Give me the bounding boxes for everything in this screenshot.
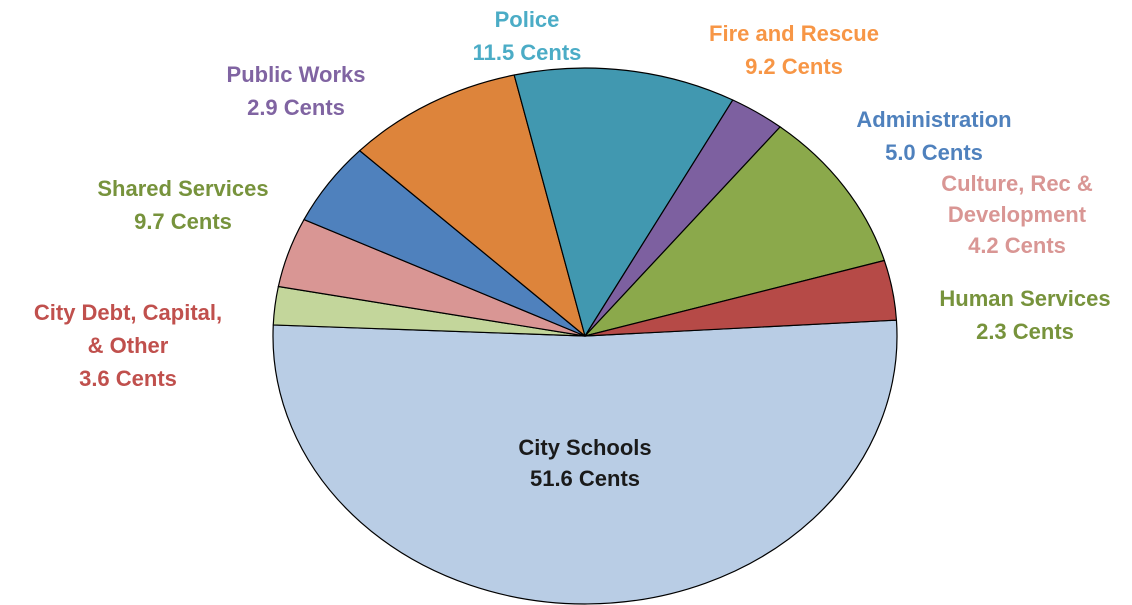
data-label-name-human-services: Human Services [939,286,1110,311]
data-label-value-city-schools: 51.6 Cents [530,466,640,491]
data-label-value-administration: 5.0 Cents [885,140,983,165]
data-label-value-shared-services: 9.7 Cents [134,209,232,234]
data-label-value-culture-rec-and-development: 4.2 Cents [968,233,1066,258]
pie-slice-city-debt-capital-and-other [584,259,898,337]
data-label-value-fire-and-rescue: 9.2 Cents [745,54,843,79]
pie-slice-police [513,67,734,337]
pie-labels: City Schools 51.6 Cents Human Services 2.3 … [34,7,1111,491]
data-label-name-city-debt-capital-and-other: & Other [88,333,169,358]
data-label-name-fire-and-rescue: Fire and Rescue [709,21,879,46]
data-label-name-administration: Administration [856,107,1011,132]
pie-slice-shared-services [584,126,885,337]
pie-slice-fire-and-rescue [359,74,586,337]
data-label-name-culture-rec-and-development: Development [948,202,1087,227]
data-label-value-public-works: 2.9 Cents [247,95,345,120]
data-label-name-shared-services: Shared Services [97,176,268,201]
data-label-value-police: 11.5 Cents [473,40,582,65]
data-label-name-police: Police [495,7,560,32]
data-label-name-culture-rec-and-development: Culture, Rec & [941,171,1093,196]
pie-slice-city-schools [272,319,898,605]
pie-slices [272,67,898,605]
data-label-name-public-works: Public Works [227,62,366,87]
data-label-value-human-services: 2.3 Cents [976,319,1074,344]
data-label-name-city-debt-capital-and-other: City Debt, Capital, [34,300,222,325]
data-label-value-city-debt-capital-and-other: 3.6 Cents [79,366,177,391]
data-label-name-city-schools: City Schools [518,435,651,460]
